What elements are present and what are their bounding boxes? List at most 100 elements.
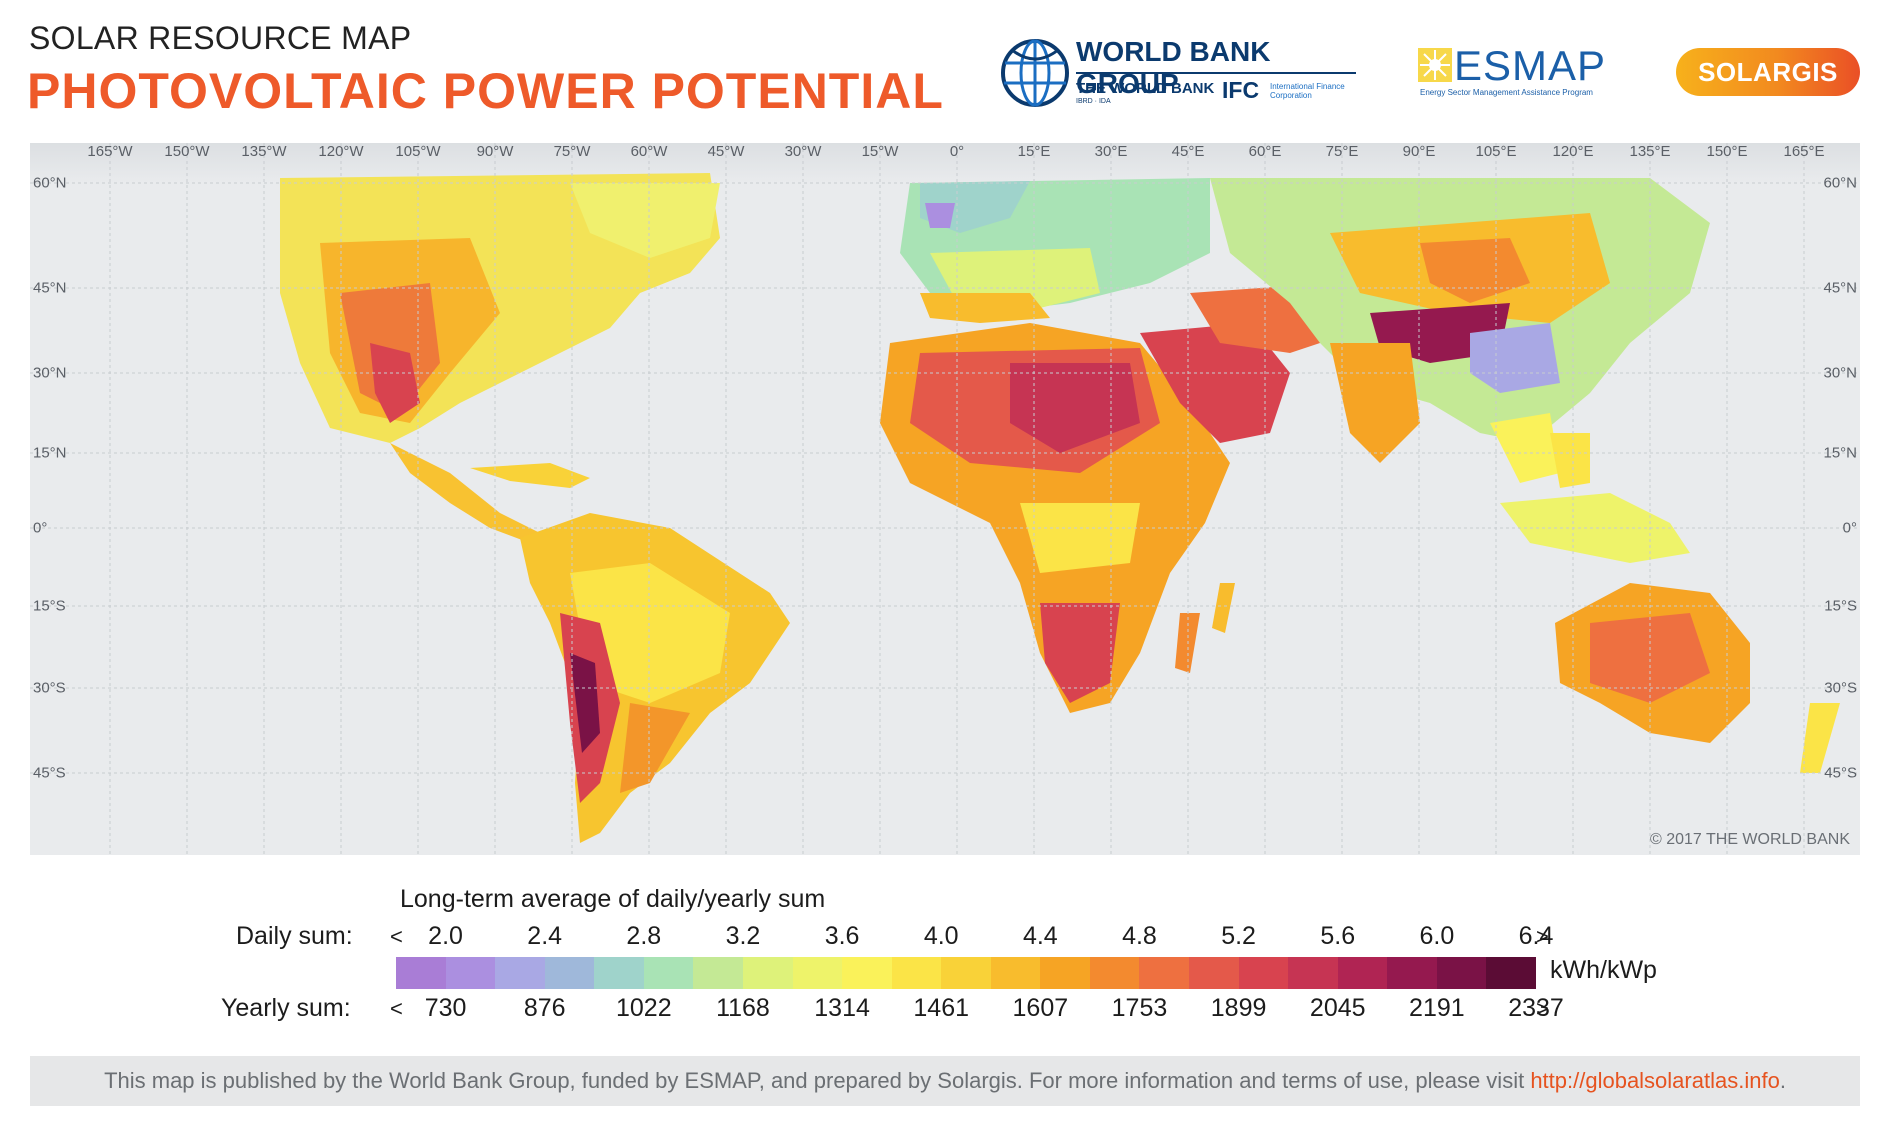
south-america-landmass	[520, 513, 790, 843]
legend-swatch	[1189, 957, 1239, 989]
latitude-label: 45°N	[1823, 279, 1857, 297]
madagascar-landmass	[1212, 583, 1235, 633]
yearly-sum-tick: 1607	[1012, 994, 1069, 1022]
longitude-label: 90°E	[1402, 143, 1436, 160]
longitude-label: 120°W	[318, 143, 364, 160]
daily-sum-tick: 4.4	[1022, 922, 1058, 950]
world-map-canvas	[30, 143, 1860, 855]
longitude-label: 135°W	[241, 143, 287, 160]
yearly-sum-tick: 1022	[616, 994, 672, 1022]
daily-sum-tick: 2.0	[428, 922, 463, 950]
longitude-label: 165°W	[87, 143, 133, 160]
legend-swatch	[1486, 957, 1536, 989]
legend-swatch	[742, 957, 793, 989]
latitude-label: 60°N	[1823, 174, 1857, 192]
daily-greater-than: >	[1536, 924, 1549, 949]
daily-sum-tick: 2.4	[527, 922, 563, 950]
map-kicker: SOLAR RESOURCE MAP	[29, 20, 412, 56]
daily-less-than: <	[390, 924, 403, 949]
legend-title: Long-term average of daily/yearly sum	[400, 885, 826, 913]
legend-swatch	[1040, 957, 1090, 989]
daily-sum-tick: 3.6	[824, 922, 860, 950]
legend-swatch	[1337, 957, 1388, 989]
sun-icon	[1418, 48, 1452, 82]
yearly-less-than: <	[390, 996, 403, 1021]
longitude-label: 75°E	[1325, 143, 1359, 160]
longitude-label: 15°W	[861, 143, 899, 160]
legend-swatch	[643, 957, 694, 989]
daily-sum-tick: 5.2	[1221, 922, 1256, 950]
longitude-label: 150°W	[164, 143, 210, 160]
legend-swatch	[1089, 957, 1140, 989]
longitude-label: 90°W	[476, 143, 514, 160]
legend-swatch	[544, 957, 595, 989]
map-title: PHOTOVOLTAIC POWER POTENTIAL	[27, 63, 944, 119]
latitude-label: 30°S	[33, 679, 66, 697]
latitude-label: 15°S	[33, 597, 66, 615]
latitude-label: 45°N	[33, 279, 67, 297]
latitude-label: 15°N	[33, 444, 67, 462]
longitude-label: 105°E	[1475, 143, 1517, 160]
daily-sum-tick: 3.2	[725, 922, 761, 950]
ifc-wordmark: IFC	[1222, 77, 1260, 103]
africa-landmass	[880, 323, 1230, 713]
legend-color-bar	[396, 957, 1536, 989]
longitude-label: 30°E	[1094, 143, 1128, 160]
latitude-label: 15°S	[1824, 597, 1857, 615]
legend-swatch	[1288, 957, 1338, 989]
longitude-label: 15°E	[1017, 143, 1051, 160]
solargis-wordmark: SOLARGIS	[1698, 57, 1838, 87]
longitude-label: 165°E	[1783, 143, 1825, 160]
latitude-label: 30°N	[1823, 364, 1857, 382]
yearly-sum-tick: 1314	[814, 994, 870, 1022]
north-america-landmass	[280, 173, 720, 443]
yearly-sum-label: Yearly sum:	[221, 994, 351, 1022]
legend-swatch	[842, 957, 892, 989]
longitude-label: 135°E	[1629, 143, 1671, 160]
legend-swatch	[891, 957, 942, 989]
legend-swatch	[941, 957, 991, 989]
longitude-label: 150°E	[1706, 143, 1748, 160]
yearly-sum-tick: 2191	[1409, 994, 1465, 1022]
esmap-wordmark: ESMAP	[1454, 42, 1607, 89]
asia-landmass	[1210, 178, 1710, 483]
copyright-notice: © 2017 THE WORLD BANK	[1650, 831, 1850, 848]
daily-sum-tick: 6.0	[1419, 922, 1455, 950]
graticule	[30, 143, 1860, 855]
longitude-label: 30°W	[784, 143, 822, 160]
longitude-label: 0°	[949, 143, 965, 160]
longitude-label: 60°E	[1248, 143, 1282, 160]
footer-text-tail: .	[1779, 1068, 1786, 1093]
legend-swatch	[990, 957, 1041, 989]
daily-sum-tick: 4.0	[923, 922, 959, 950]
world-bank-group-wordmark: WORLD BANK GROUP	[1076, 36, 1271, 99]
esmap-logo: ESMAP Energy Sector Management Assistanc…	[1418, 42, 1628, 104]
longitude-label: 45°E	[1171, 143, 1205, 160]
yearly-sum-tick: 876	[523, 994, 566, 1022]
latitude-label: 45°S	[33, 764, 66, 782]
yearly-greater-than: >	[1536, 996, 1549, 1021]
world-map: 165°W 150°W 135°W 120°W 105°W 90°W 75°W 60°W 45°…	[30, 143, 1860, 855]
latitude-label: 45°S	[1824, 764, 1857, 782]
southeast-asia-islands	[1500, 433, 1690, 563]
latitude-label: 0°	[33, 519, 48, 537]
footer-link[interactable]: http://globalsolaratlas.info	[1530, 1068, 1780, 1093]
legend-unit: kWh/kWp	[1550, 956, 1657, 984]
latitude-label: 30°N	[33, 364, 67, 382]
daily-sum-tick: 4.8	[1122, 922, 1157, 950]
longitude-label: 105°W	[395, 143, 441, 160]
footer-bar: This map is published by the World Bank …	[30, 1056, 1860, 1106]
esmap-subtitle: Energy Sector Management Assistance Prog…	[1420, 88, 1593, 97]
legend-swatch	[1238, 957, 1289, 989]
yearly-sum-tick: 1899	[1210, 994, 1267, 1022]
legend-swatch	[445, 957, 496, 989]
globe-icon	[1001, 39, 1069, 107]
europe-landmass	[900, 178, 1210, 323]
longitude-label: 45°W	[707, 143, 745, 160]
longitude-label: 75°W	[553, 143, 591, 160]
daily-sum-label: Daily sum:	[236, 922, 353, 950]
legend-swatch	[1387, 957, 1437, 989]
latitude-label: 60°N	[33, 174, 67, 192]
legend-swatch	[396, 957, 446, 989]
footer-text-body: This map is published by the World Bank …	[104, 1068, 1531, 1093]
